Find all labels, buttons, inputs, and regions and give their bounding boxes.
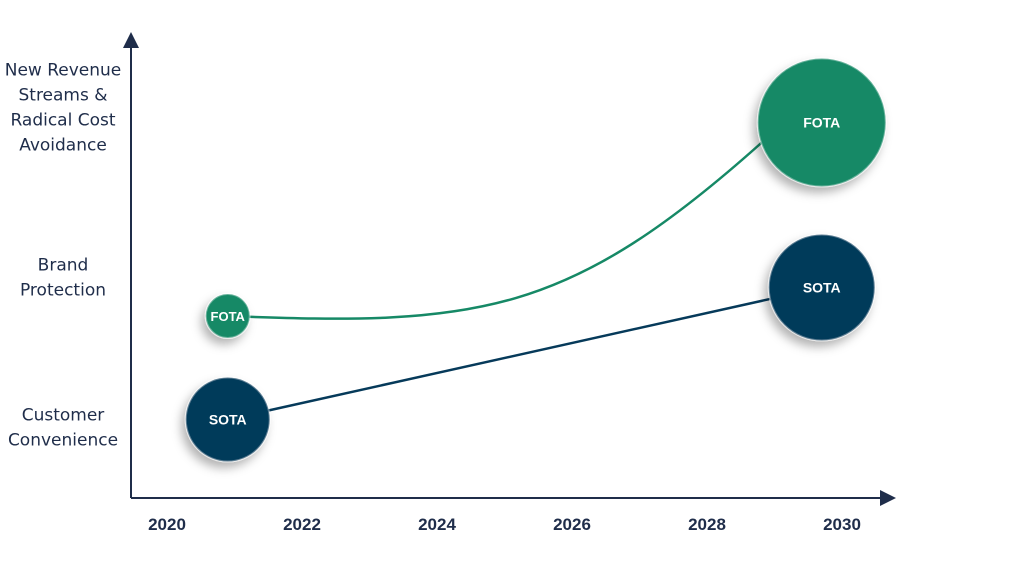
x-tick-label: 2022 (283, 515, 321, 534)
sota-connector-line (227, 286, 823, 421)
bubble-label: SOTA (803, 280, 841, 296)
y-category-label: Brand Protection (20, 256, 106, 301)
sota-bubble (767, 233, 876, 342)
y-category-label: Customer Convenience (8, 406, 118, 451)
x-tick-label: 2030 (823, 515, 861, 534)
x-tick-label: 2020 (148, 515, 186, 534)
fota-bubble (756, 57, 887, 188)
bubble-label: FOTA (803, 115, 840, 131)
bubble-label: FOTA (211, 309, 246, 324)
x-tick-label: 2028 (688, 515, 726, 534)
sota-bubble (184, 376, 271, 463)
x-tick-label: 2026 (553, 515, 591, 534)
bubble-label: SOTA (209, 412, 247, 428)
y-category-label: New Revenue Streams & Radical Cost Avoidanc… (5, 61, 122, 156)
fota-bubble (204, 293, 251, 339)
x-tick-label: 2024 (418, 515, 456, 534)
fota-connector-line (227, 141, 763, 320)
